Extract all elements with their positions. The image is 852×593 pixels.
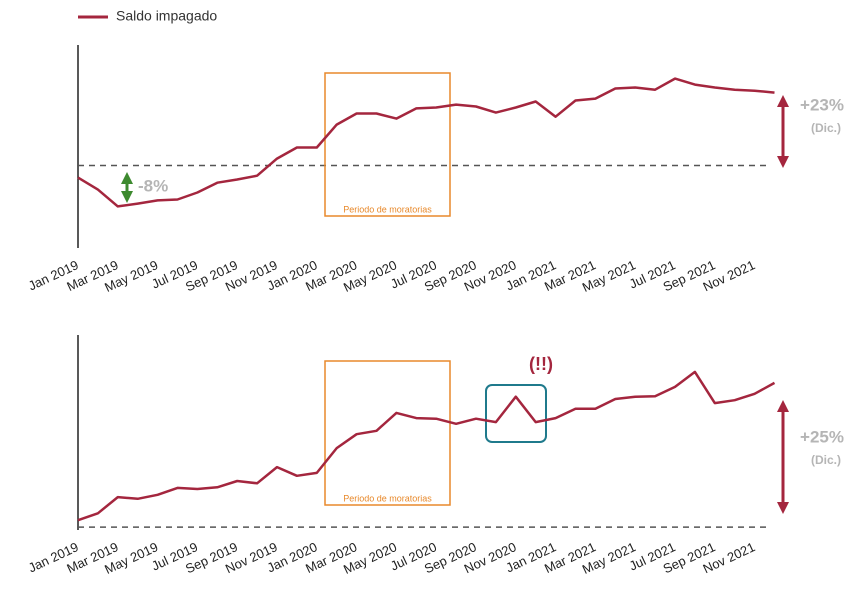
- annotation-change: +25%: [800, 427, 844, 446]
- highlight-box: [324, 72, 451, 217]
- highlight-label: Periodo de moratorias: [343, 204, 432, 214]
- annotation-change: +23%: [800, 95, 844, 114]
- highlight-label: Periodo de moratorias: [343, 493, 432, 503]
- spike-box: [485, 384, 547, 443]
- annotation-period: (Dic.): [811, 453, 841, 467]
- series-line: [77, 77, 775, 208]
- highlight-box: [324, 360, 451, 506]
- series-line: [77, 370, 776, 522]
- annotation-period: (Dic.): [811, 121, 841, 135]
- annotation-spike: (!!): [529, 354, 553, 374]
- legend-label: Saldo impagado: [116, 8, 217, 24]
- annotation-dip: -8%: [138, 176, 168, 195]
